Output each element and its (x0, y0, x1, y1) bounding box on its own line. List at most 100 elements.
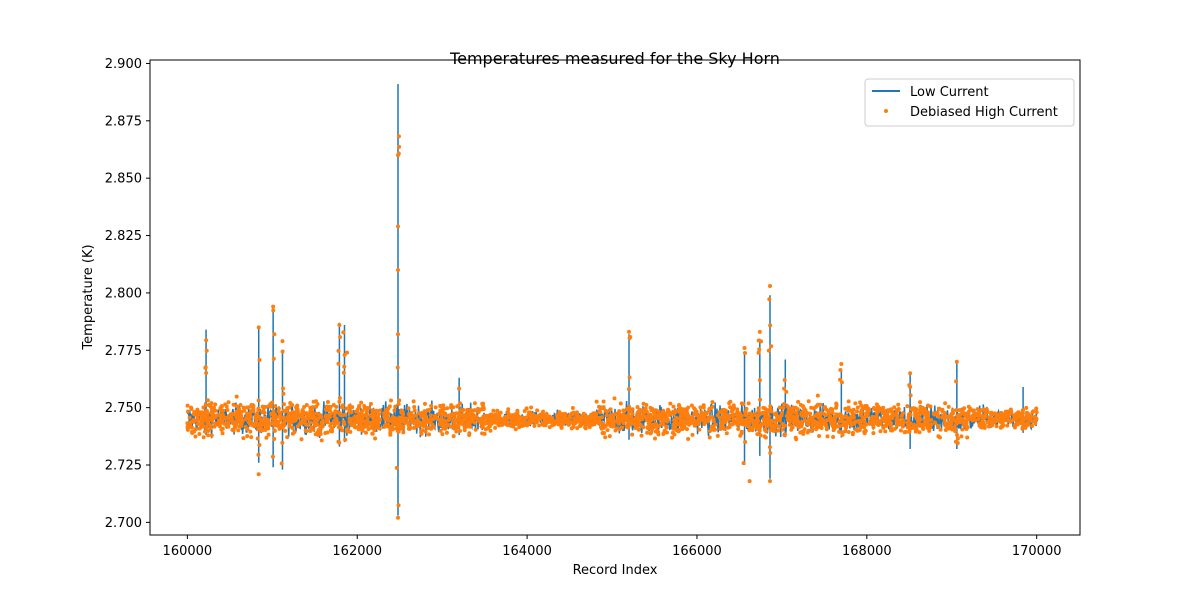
scatter-point (641, 408, 646, 413)
scatter-point (608, 423, 613, 428)
scatter-point (755, 416, 760, 421)
scatter-point (187, 421, 192, 426)
scatter-point (389, 398, 394, 403)
scatter-point (849, 423, 854, 428)
scatter-point (943, 428, 948, 433)
plot-frame (149, 59, 1081, 536)
scatter-point (334, 416, 339, 421)
scatter-point (682, 422, 687, 427)
scatter-point (988, 416, 993, 421)
scatter-point (594, 399, 599, 404)
scatter-point (729, 409, 734, 414)
scatter-point (185, 409, 190, 414)
scatter-point (757, 378, 762, 383)
scatter-point (396, 402, 401, 407)
scatter-point (245, 434, 250, 439)
scatter-point (191, 412, 196, 417)
scatter-point (905, 420, 910, 425)
scatter-point (372, 413, 377, 418)
scatter-point (198, 425, 203, 430)
scatter-point (611, 420, 616, 425)
scatter-point (191, 429, 196, 434)
scatter-point (731, 416, 736, 421)
scatter-point (299, 420, 304, 425)
scatter-point (480, 401, 485, 406)
scatter-point (605, 428, 610, 433)
scatter-point (428, 413, 433, 418)
scatter-point (491, 408, 496, 413)
scatter-point (946, 404, 951, 409)
scatter-point (1025, 422, 1030, 427)
scatter-point (791, 414, 796, 419)
scatter-point (234, 422, 239, 427)
scatter-point (620, 425, 625, 430)
scatter-point (315, 417, 320, 422)
scatter-point (414, 424, 419, 429)
scatter-point (633, 426, 638, 431)
scatter-point-extreme (396, 153, 400, 158)
scatter-point (209, 407, 214, 412)
scatter-point (299, 413, 304, 418)
scatter-point (292, 430, 297, 435)
scatter-point (220, 426, 225, 431)
scatter-point (854, 419, 859, 424)
scatter-point (558, 422, 563, 427)
scatter-point (612, 396, 617, 401)
scatter-point (858, 400, 863, 405)
scatter-point (896, 402, 901, 407)
scatter-point (480, 431, 485, 436)
scatter-point (304, 416, 309, 421)
scatter-point (894, 408, 899, 413)
scatter-point (537, 423, 542, 428)
scatter-point (655, 428, 660, 433)
scatter-point (874, 415, 879, 420)
scatter-point (452, 420, 457, 425)
scatter-point (1002, 418, 1007, 423)
scatter-point (446, 422, 451, 427)
scatter-point (940, 407, 945, 412)
scatter-point (598, 420, 603, 425)
scatter-point (591, 411, 596, 416)
scatter-point (343, 437, 348, 442)
scatter-point (526, 410, 531, 415)
scatter-point (511, 418, 516, 423)
legend-dot-swatch (884, 109, 888, 113)
scatter-point (635, 405, 640, 410)
scatter-point (241, 436, 246, 441)
scatter-point (289, 418, 294, 423)
scatter-point (360, 417, 365, 422)
scatter-point (205, 414, 210, 419)
scatter-point (804, 413, 809, 418)
scatter-point (991, 418, 996, 423)
scatter-point (862, 431, 867, 436)
scatter-point (338, 335, 343, 340)
plot-series (185, 84, 1039, 520)
scatter-point (768, 450, 773, 455)
scatter-point (426, 432, 431, 437)
scatter-point (671, 426, 676, 431)
scatter-point (855, 405, 860, 410)
scatter-point (412, 408, 417, 413)
scatter-point (909, 407, 914, 412)
scatter-point (841, 423, 846, 428)
scatter-point (964, 425, 969, 430)
series-scatter-debiased-high-current (185, 134, 1039, 520)
scatter-point (724, 414, 729, 419)
scatter-point (341, 330, 346, 335)
scatter-point (412, 421, 417, 426)
scatter-point (513, 427, 518, 432)
scatter-point (385, 409, 390, 414)
scatter-point (421, 414, 426, 419)
scatter-point (607, 434, 612, 439)
scatter-point (616, 413, 621, 418)
scatter-point (626, 387, 631, 392)
scatter-point (850, 430, 855, 435)
scatter-point (1020, 411, 1025, 416)
scatter-point (943, 401, 948, 406)
scatter-point (1021, 416, 1026, 421)
scatter-point (203, 402, 208, 407)
scatter-point (911, 425, 916, 430)
scatter-point (436, 411, 441, 416)
scatter-point (323, 407, 328, 412)
scatter-point (462, 416, 467, 421)
